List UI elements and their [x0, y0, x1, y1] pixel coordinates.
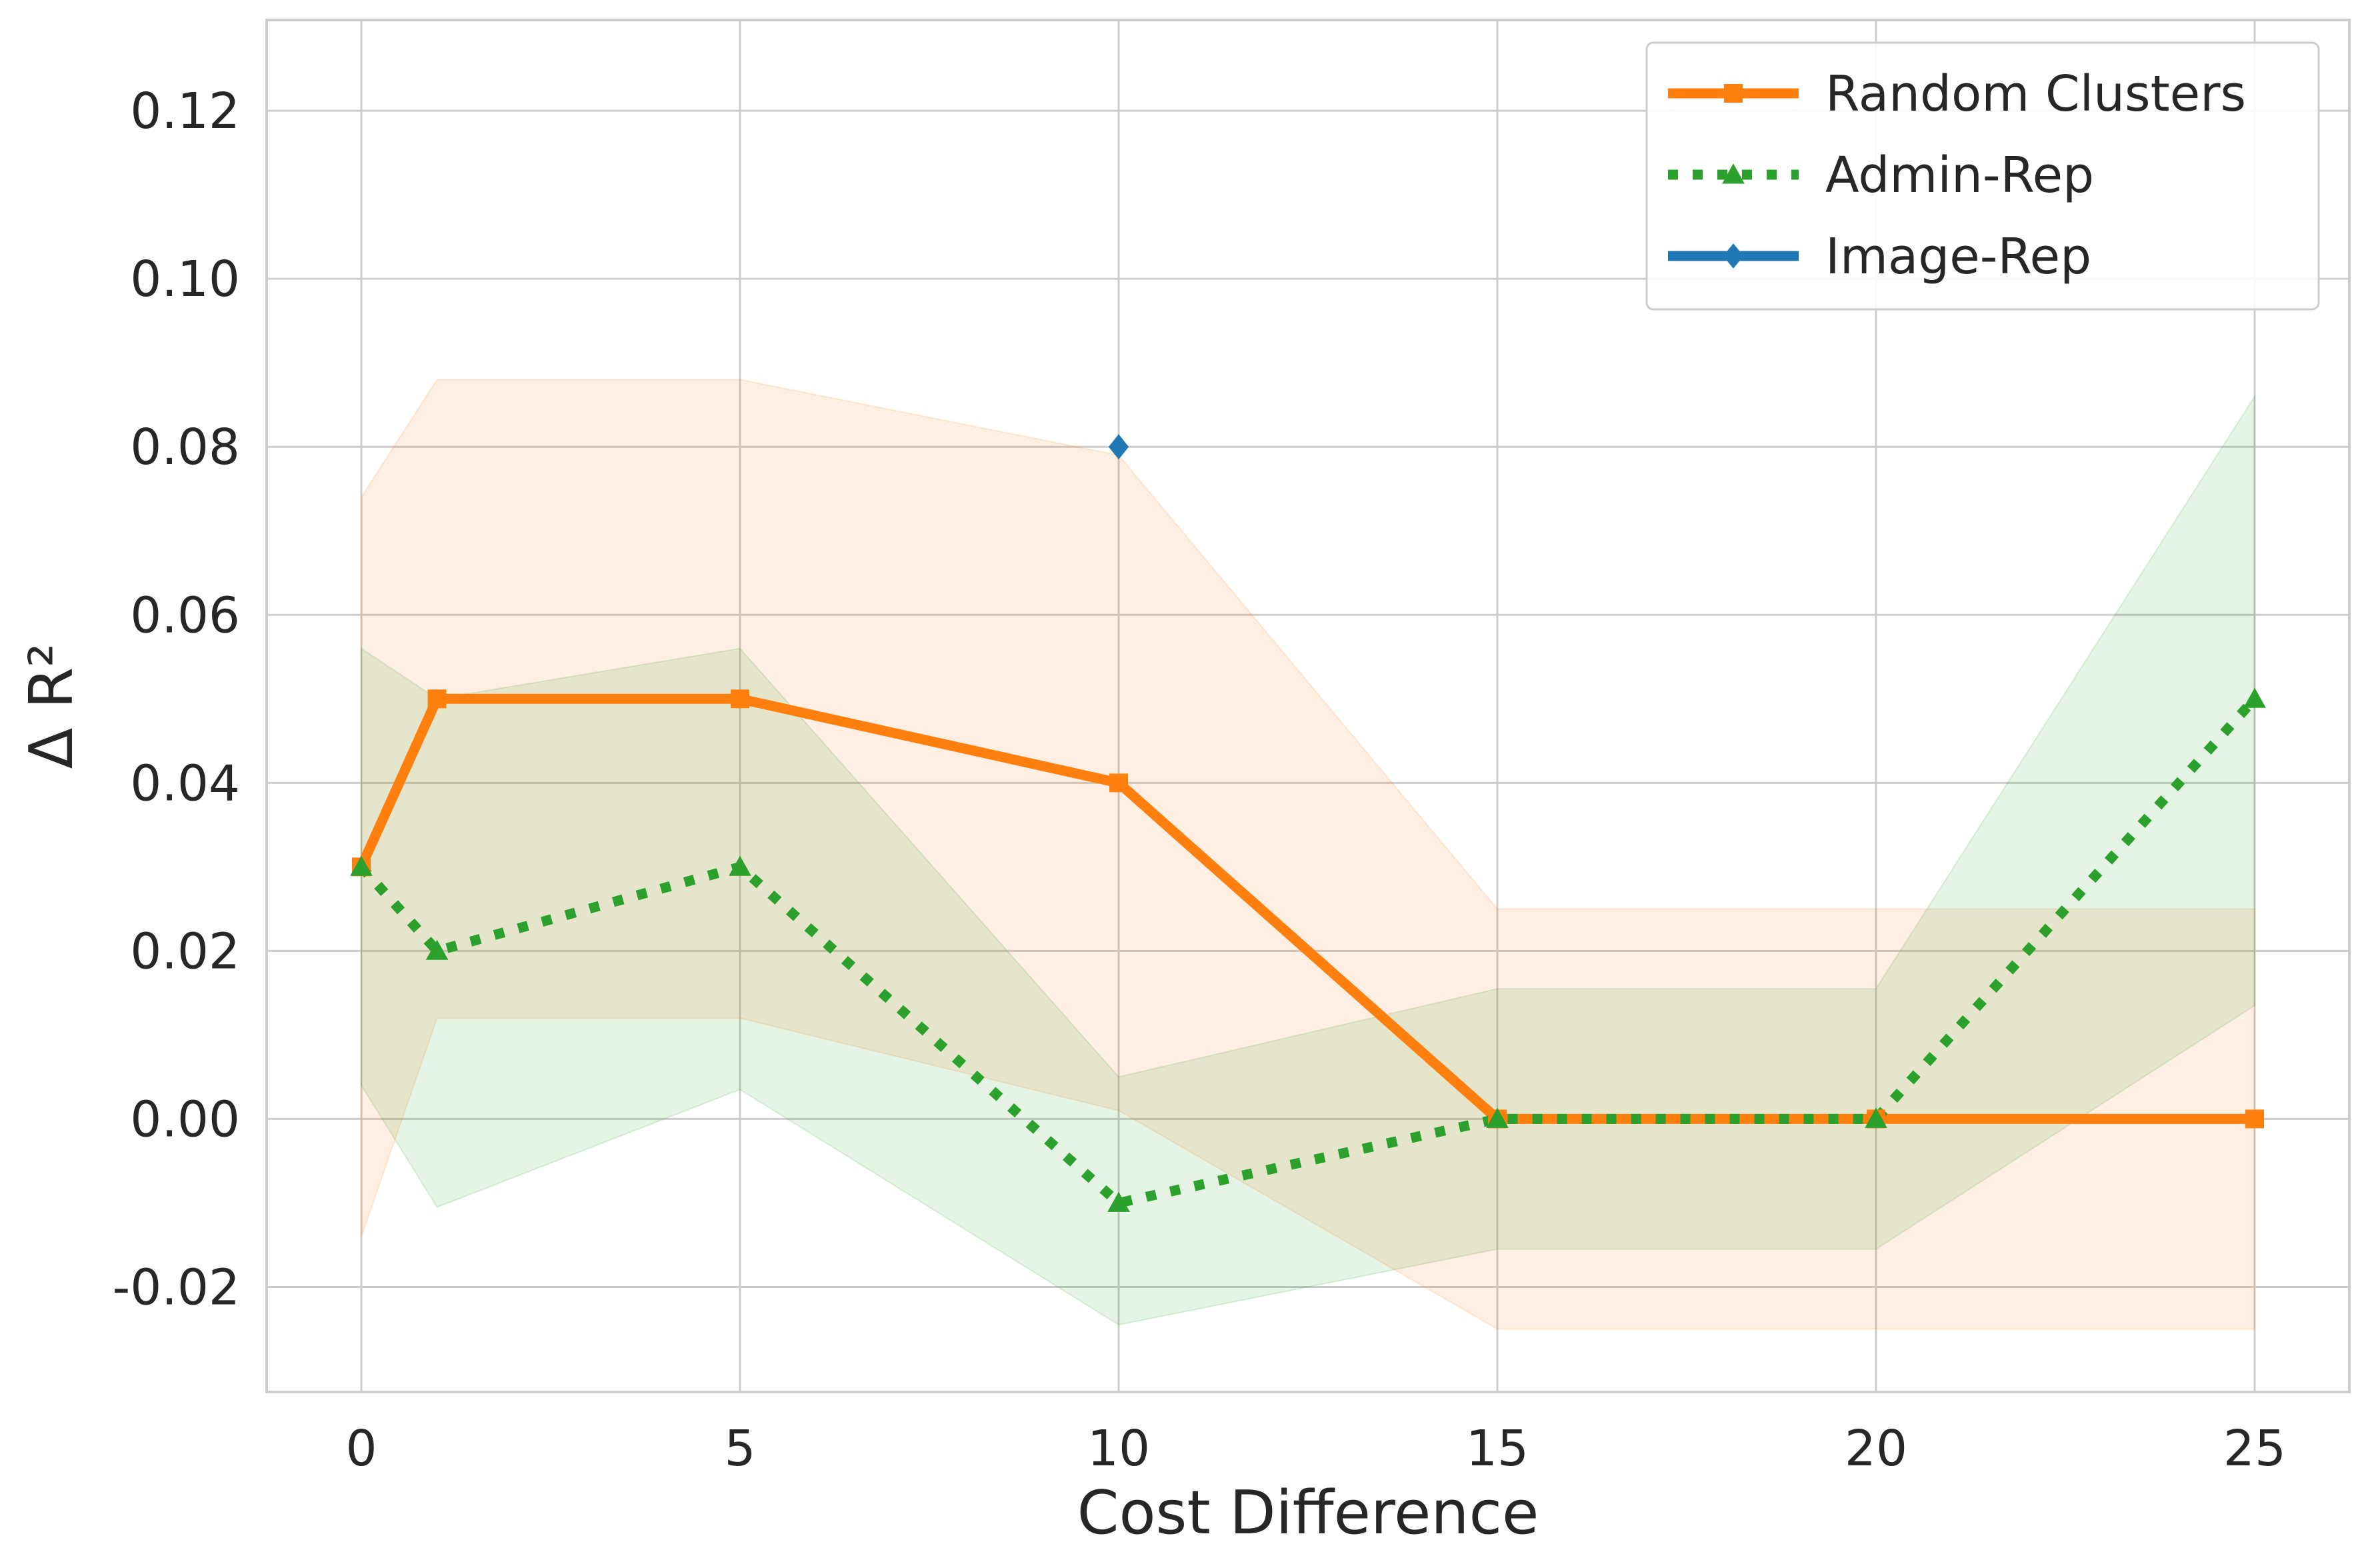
y-tick-label: 0.04: [130, 755, 240, 812]
y-tick-label: 0.00: [130, 1091, 240, 1148]
marker-admin-rep: [425, 939, 449, 960]
marker-random-clusters: [1109, 773, 1128, 793]
y-tick-label: -0.02: [113, 1259, 240, 1316]
legend-label-image-rep: Image-Rep: [1825, 228, 2091, 285]
x-tick-labels: 0 5 10 15 20 25: [345, 1420, 2286, 1477]
y-tick-labels: -0.02 0.00 0.02 0.04 0.06 0.08 0.10 0.12: [113, 83, 240, 1316]
x-tick-label: 25: [2223, 1420, 2286, 1477]
x-tick-label: 20: [1845, 1420, 1907, 1477]
legend-marker-admin-rep: [1722, 163, 1745, 184]
marker-random-clusters: [2245, 1109, 2264, 1129]
legend-marker-random-clusters: [1724, 84, 1743, 103]
band-random-clusters: [361, 379, 2255, 1330]
x-tick-label: 10: [1087, 1420, 1150, 1477]
legend: Random Clusters Admin-Rep Image-Rep: [1645, 41, 2320, 311]
y-axis-title: Δ R²: [17, 643, 87, 769]
marker-admin-rep: [1865, 1107, 1887, 1128]
x-tick-label: 15: [1466, 1420, 1529, 1477]
marker-random-clusters: [731, 689, 749, 709]
legend-marker-image-rep: [1723, 243, 1744, 269]
marker-admin-rep: [1107, 1191, 1130, 1212]
legend-label-admin-rep: Admin-Rep: [1825, 147, 2094, 204]
y-tick-label: 0.10: [130, 251, 240, 308]
y-tick-label: 0.02: [130, 923, 240, 980]
x-tick-label: 0: [345, 1420, 377, 1477]
marker-admin-rep: [1486, 1107, 1509, 1128]
x-tick-label: 5: [724, 1420, 755, 1477]
marker-random-clusters: [427, 689, 447, 709]
confidence-bands: [361, 379, 2255, 1330]
marker-admin-rep: [2243, 687, 2266, 708]
marker-image-rep: [1108, 434, 1129, 460]
plot-frame: [265, 19, 2351, 1393]
marker-admin-rep: [350, 855, 373, 876]
x-axis-title: Cost Difference: [1077, 1478, 1539, 1548]
y-tick-label: 0.12: [130, 83, 240, 140]
legend-box: [1645, 41, 2320, 311]
y-tick-label: 0.06: [130, 587, 240, 644]
marker-admin-rep: [729, 855, 751, 876]
legend-label-random-clusters: Random Clusters: [1825, 65, 2246, 123]
series-markers: [350, 434, 2266, 1212]
y-tick-label: 0.08: [130, 419, 240, 476]
band-admin-rep: [361, 394, 2255, 1326]
